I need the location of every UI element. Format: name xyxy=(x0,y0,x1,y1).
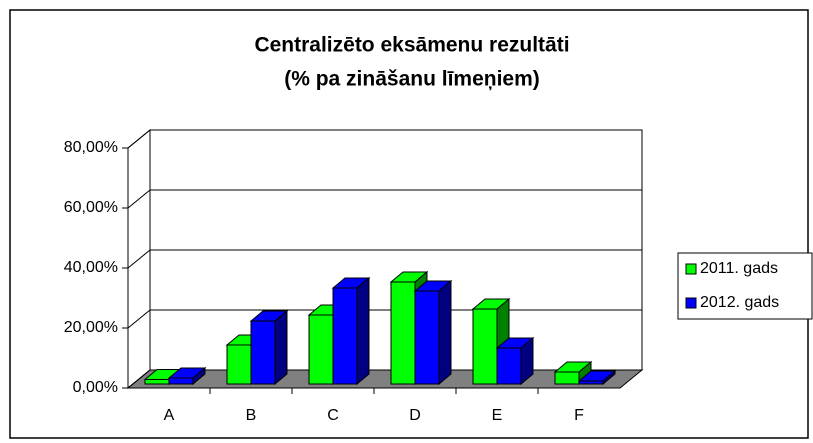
bar-front xyxy=(250,320,276,385)
y-tick-label: 20,00% xyxy=(64,319,118,336)
bar-front xyxy=(226,344,252,385)
bar-front xyxy=(308,314,334,385)
bar-side xyxy=(520,336,534,386)
bar-front xyxy=(390,281,416,385)
bar-front xyxy=(554,371,580,385)
bar-side xyxy=(602,369,616,386)
grid-line xyxy=(127,189,642,209)
bar-front xyxy=(168,377,194,385)
legend-swatch xyxy=(685,297,697,309)
y-tick-label: 0,00% xyxy=(73,379,118,396)
x-tick-label: C xyxy=(327,407,339,424)
legend-box xyxy=(677,252,813,320)
bar-front xyxy=(144,379,170,385)
legend-swatch xyxy=(685,263,697,275)
chart-title: Centralizēto eksāmenu rezultāti xyxy=(254,34,569,57)
chart-title: (% pa zināšanu līmeņiem) xyxy=(284,68,540,91)
x-tick-label: B xyxy=(246,407,257,424)
bar-side xyxy=(274,309,288,386)
bar-side xyxy=(356,276,370,386)
y-tick-label: 40,00% xyxy=(64,259,118,276)
x-tick-label: D xyxy=(409,407,421,424)
x-tick-label: F xyxy=(574,407,584,424)
y-tick-label: 60,00% xyxy=(64,199,118,216)
bar-front xyxy=(414,290,440,385)
bar-front xyxy=(472,308,498,385)
x-tick-label: A xyxy=(164,407,175,424)
legend-label: 2011. gads xyxy=(700,260,778,277)
x-tick-label: E xyxy=(492,407,503,424)
grid-line xyxy=(127,249,642,269)
y-tick-label: 80,00% xyxy=(64,139,118,156)
bar-side xyxy=(192,366,206,386)
bar-side xyxy=(438,279,452,386)
bar-front xyxy=(332,287,358,385)
grid-line xyxy=(127,129,642,149)
legend-label: 2012. gads xyxy=(700,294,779,311)
bar-front xyxy=(496,347,522,385)
